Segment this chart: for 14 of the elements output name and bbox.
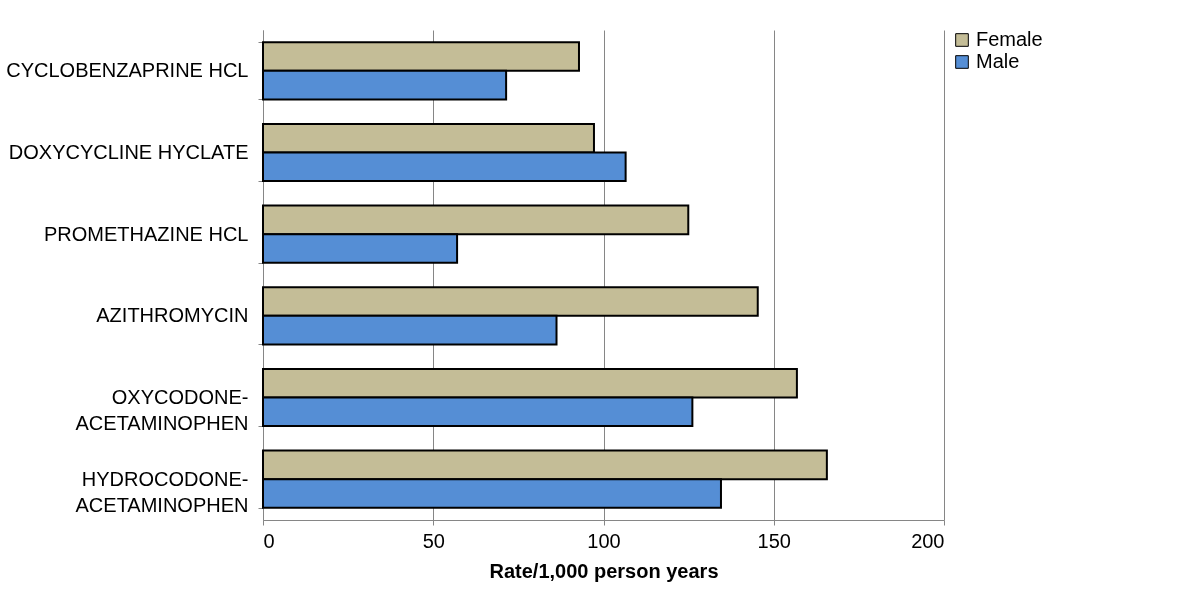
x-tick-label: 100	[587, 529, 621, 552]
x-tick-label: 150	[757, 529, 791, 552]
y-tick-label: OXYCODONE-ACETAMINOPHEN	[75, 386, 249, 434]
x-tick-label: 200	[911, 529, 945, 552]
y-tick-label: AZITHROMYCIN	[96, 304, 249, 327]
x-tick-label: 0	[263, 529, 275, 552]
y-tick-label: HYDROCODONE-ACETAMINOPHEN	[75, 467, 249, 516]
legend-label: Male	[976, 50, 1020, 72]
y-tick-label: PROMETHAZINE HCL	[44, 222, 249, 245]
legend-label: Female	[976, 28, 1043, 50]
y-tick-label: CYCLOBENZAPRINE HCL	[6, 59, 249, 82]
x-axis-title: Rate/1,000 person years	[489, 559, 719, 582]
y-tick-label: DOXYCYCLINE HYCLATE	[8, 141, 249, 163]
x-tick-label: 50	[422, 529, 445, 552]
